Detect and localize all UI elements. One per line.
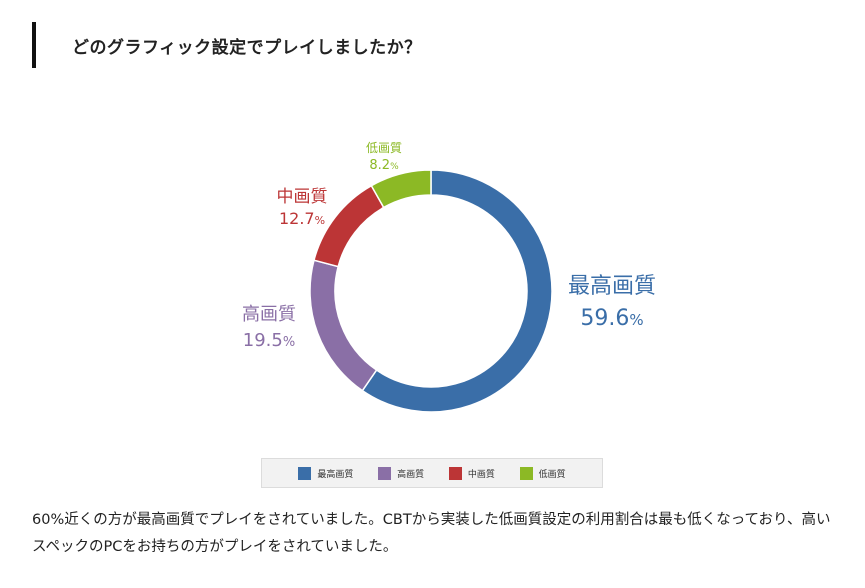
slice-value-label: 19.5% (243, 330, 295, 351)
slice-value-label: 8.2% (369, 158, 399, 173)
section-heading: どのグラフィック設定でプレイしましたか？ (32, 22, 422, 68)
donut-slice (370, 169, 432, 209)
slice-label: 高画質 (242, 304, 296, 325)
legend-swatch (448, 466, 462, 480)
legend-label: 中画質 (467, 469, 495, 480)
chart-legend: 最高画質 高画質 中画質 低画質 (261, 458, 603, 488)
legend-item: 中画質 (448, 466, 495, 480)
description-paragraph: 60%近くの方が最高画質でプレイをされていました。CBTから実装した低画質設定の… (32, 512, 831, 555)
slice-label: 最高画質 (568, 274, 656, 299)
legend-swatch (298, 466, 312, 480)
donut-chart-svg: 最高画質 59.6% 高画質 19.5% 中画質 12.7% 低画質 8.2% (242, 140, 656, 413)
legend-item: 最高画質 (298, 466, 354, 480)
legend-swatch (519, 466, 533, 480)
legend-label: 高画質 (397, 469, 425, 480)
donut-slice (361, 169, 553, 413)
slice-value-label: 59.6% (580, 306, 643, 331)
donut-chart: 最高画質 59.6% 高画質 19.5% 中画質 12.7% 低画質 8.2% (0, 120, 865, 450)
legend-label: 最高画質 (317, 469, 354, 480)
slice-label: 低画質 (366, 140, 402, 155)
legend-item: 低画質 (519, 466, 566, 480)
donut-slice (309, 259, 378, 392)
legend-swatch (378, 466, 392, 480)
slice-label: 中画質 (277, 187, 328, 207)
heading-text: どのグラフィック設定でプレイしましたか？ (72, 37, 422, 58)
legend-label: 低画質 (538, 469, 566, 480)
legend-item: 高画質 (378, 466, 425, 480)
slice-value-label: 12.7% (279, 209, 325, 228)
